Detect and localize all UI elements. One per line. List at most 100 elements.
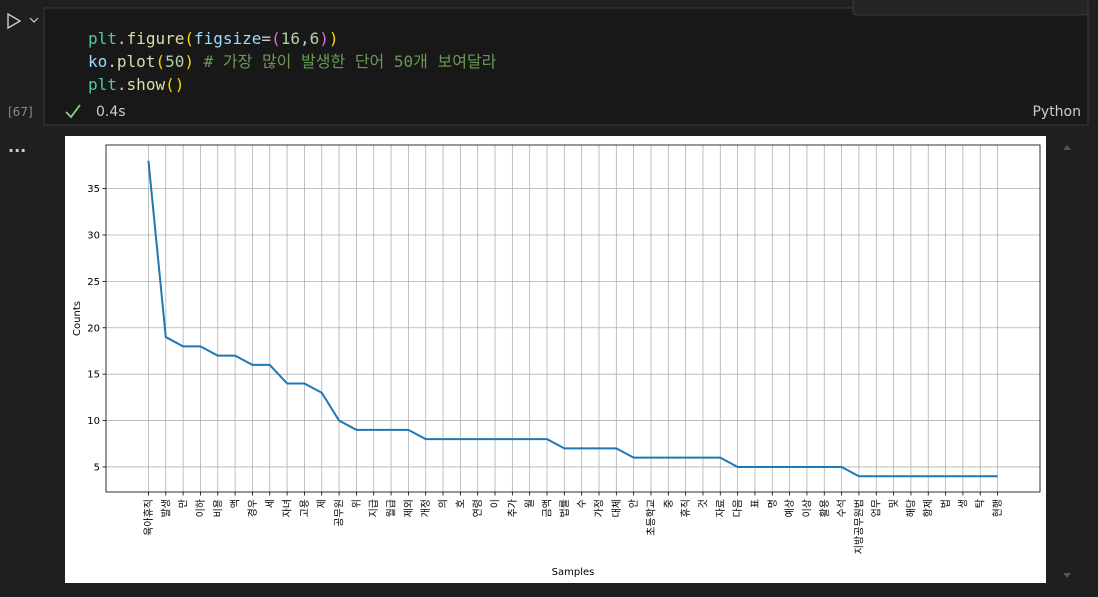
scroll-up[interactable] bbox=[1063, 145, 1071, 150]
x-tick-label: 탁 bbox=[975, 499, 987, 508]
x-tick-label: 활용 bbox=[818, 499, 831, 517]
x-tick-label: 초등학교 bbox=[645, 499, 657, 536]
x-tick-label: 제 bbox=[316, 499, 328, 508]
code-line: plt.show() bbox=[88, 75, 184, 94]
x-tick-label: 만 bbox=[178, 499, 190, 508]
code-token: # 가장 많이 발생한 단어 50개 보여달라 bbox=[194, 52, 497, 71]
x-tick-label: 다음 bbox=[732, 499, 744, 517]
code-token: ( bbox=[165, 75, 175, 94]
plot: 5 10 15 20 25 30 35 육아휴직 발생 만 이하 비용 액 경우 세 자녀 고용 제 공무원 위 지급 월… bbox=[72, 144, 1041, 578]
code-token: , bbox=[300, 29, 310, 48]
x-tick-label: 수석 bbox=[836, 499, 848, 517]
code-token: plt bbox=[88, 29, 117, 48]
success-check bbox=[65, 104, 81, 119]
x-tick-label: 중 bbox=[663, 499, 675, 508]
x-tick-label: 예상 bbox=[784, 499, 796, 517]
x-tick-label: 제외 bbox=[403, 499, 415, 517]
code-token: ) bbox=[329, 29, 339, 48]
x-axis-label: Samples bbox=[552, 567, 595, 578]
x-tick-label: 이상 bbox=[801, 499, 813, 517]
code-token: ) bbox=[319, 29, 329, 48]
code-token: plot bbox=[117, 52, 156, 71]
x-tick-label: 월 bbox=[524, 499, 536, 508]
x-tick-label: 호 bbox=[455, 499, 467, 508]
code-token: ( bbox=[184, 29, 194, 48]
y-tick-label: 10 bbox=[87, 416, 100, 427]
x-tick-label: 현행 bbox=[992, 499, 1004, 517]
code-token: 16 bbox=[281, 29, 300, 48]
execution-count: [67] bbox=[8, 105, 33, 119]
run-dropdown[interactable] bbox=[29, 17, 39, 23]
code-token: . bbox=[117, 75, 127, 94]
y-axis-label: Counts bbox=[72, 301, 83, 336]
x-tick-label: 법 bbox=[940, 499, 952, 508]
code-lines: plt.figure(figsize=(16,6))ko.plot(50) # … bbox=[88, 29, 497, 94]
code-token: ( bbox=[271, 29, 281, 48]
x-tick-label: 항제 bbox=[923, 499, 935, 517]
x-tick-label: 이하 bbox=[194, 499, 207, 517]
x-tick-label: 명 bbox=[767, 499, 779, 508]
y-tick-label: 5 bbox=[94, 462, 100, 473]
axes-frame bbox=[105, 144, 1041, 493]
x-tick-label: 고용 bbox=[299, 499, 311, 517]
x-tick-label: 액 bbox=[230, 499, 242, 508]
x-tick-label: 대체 bbox=[611, 499, 623, 517]
code-token: show bbox=[127, 75, 166, 94]
chart-background bbox=[65, 136, 1046, 583]
code-token: ( bbox=[155, 52, 165, 71]
x-tick-label: 표 bbox=[750, 499, 761, 508]
y-tick-label: 15 bbox=[87, 370, 100, 381]
code-cell bbox=[43, 7, 1089, 126]
status-time: 0.4s bbox=[96, 104, 126, 120]
code-line: ko.plot(50) # 가장 많이 발생한 단어 50개 보여달라 bbox=[88, 52, 497, 71]
scroll-down[interactable] bbox=[1063, 573, 1071, 578]
x-tick-label: 비용 bbox=[212, 499, 224, 517]
x-tick-label: 및 bbox=[888, 499, 900, 508]
code-token: plt bbox=[88, 75, 117, 94]
x-tick-label: 육아휴직 bbox=[143, 499, 155, 536]
code-token: figure bbox=[127, 29, 185, 48]
code-token: ko bbox=[88, 52, 107, 71]
x-tick-label: 연령 bbox=[472, 499, 484, 517]
y-tick-label: 20 bbox=[87, 323, 100, 334]
x-tick-label: 발생 bbox=[160, 499, 172, 517]
x-tick-label: 이 bbox=[490, 499, 502, 508]
x-tick-label: 지급 bbox=[368, 499, 380, 517]
x-tick-label: 월급 bbox=[386, 499, 398, 517]
x-tick-label: 추가 bbox=[507, 499, 519, 517]
x-tick-label: 안 bbox=[628, 499, 640, 508]
code-token: ) bbox=[175, 75, 185, 94]
y-tick-label: 25 bbox=[87, 277, 100, 288]
x-tick-label: 것 bbox=[697, 499, 709, 508]
language[interactable]: Python bbox=[1032, 104, 1081, 120]
y-tick-label: 30 bbox=[87, 230, 100, 241]
x-tick-label: 법률 bbox=[559, 499, 571, 517]
x-tick-label: 가정 bbox=[593, 499, 605, 517]
x-tick-label: 자료 bbox=[715, 499, 727, 517]
code-token: . bbox=[107, 52, 117, 71]
run-button[interactable] bbox=[7, 12, 22, 30]
x-tick-label: 자녀 bbox=[282, 499, 294, 517]
x-tick-label: 세 bbox=[264, 499, 276, 508]
x-tick-label: 해당 bbox=[904, 499, 917, 517]
x-tick-label: 개정 bbox=[420, 499, 432, 517]
x-tick-label: 의 bbox=[438, 499, 450, 508]
code-token: . bbox=[117, 29, 127, 48]
output-menu[interactable]: ... bbox=[8, 137, 26, 156]
code-token: 50 bbox=[165, 52, 184, 71]
x-tick-label: 지방공무원법 bbox=[853, 499, 865, 554]
x-tick-label: 경우 bbox=[246, 499, 259, 517]
code-token: 6 bbox=[310, 29, 320, 48]
cell-toolbar[interactable] bbox=[852, 0, 1089, 16]
code-line: plt.figure(figsize=(16,6)) bbox=[88, 29, 339, 48]
x-tick-label: 수 bbox=[576, 499, 588, 508]
y-tick-label: 35 bbox=[87, 184, 100, 195]
series-line bbox=[147, 160, 998, 478]
code-token: = bbox=[261, 29, 271, 48]
x-tick-label: 업무 bbox=[870, 499, 883, 517]
x-tick-label: 금액 bbox=[542, 499, 554, 517]
x-tick-label: 공무원 bbox=[334, 499, 346, 527]
x-tick-label: 위 bbox=[350, 499, 363, 508]
